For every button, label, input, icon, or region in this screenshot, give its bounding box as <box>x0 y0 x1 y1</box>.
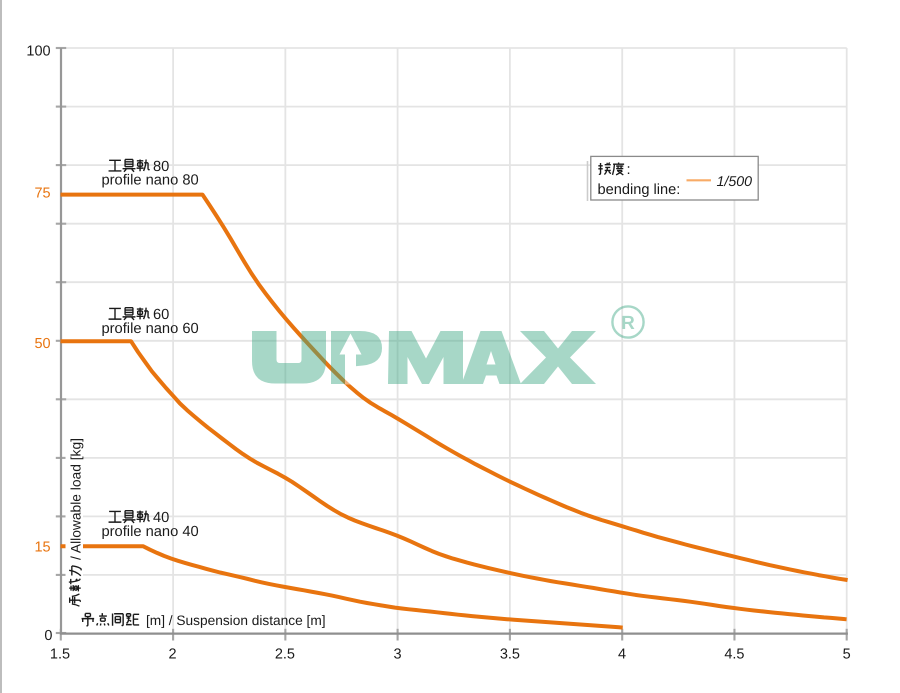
svg-text:profile nano 60: profile nano 60 <box>102 321 199 337</box>
svg-text:1/500: 1/500 <box>717 174 753 190</box>
svg-text:75: 75 <box>34 186 50 202</box>
svg-text:0: 0 <box>44 628 52 644</box>
svg-text:80: 80 <box>153 159 169 175</box>
svg-text:50: 50 <box>34 336 50 352</box>
svg-text:4.5: 4.5 <box>724 646 744 662</box>
svg-text:2.5: 2.5 <box>275 646 295 662</box>
svg-text:2: 2 <box>169 646 177 662</box>
svg-text:/ Allowable load [kg]: / Allowable load [kg] <box>69 438 84 560</box>
svg-text:100: 100 <box>26 44 50 60</box>
svg-text:5: 5 <box>843 646 851 662</box>
svg-text:profile nano 40: profile nano 40 <box>102 524 199 540</box>
svg-text::: : <box>627 162 631 178</box>
svg-text:4: 4 <box>618 646 626 662</box>
svg-text:15: 15 <box>34 539 50 555</box>
svg-text:[m] / Suspension distance [m]: [m] / Suspension distance [m] <box>146 613 326 628</box>
svg-text:3: 3 <box>394 646 402 662</box>
svg-text:profile nano 80: profile nano 80 <box>102 173 199 189</box>
svg-text:1.5: 1.5 <box>50 646 70 662</box>
svg-text:3.5: 3.5 <box>500 646 520 662</box>
svg-text:R: R <box>621 313 635 334</box>
svg-text:40: 40 <box>153 510 169 526</box>
svg-text:bending line:: bending line: <box>598 182 681 198</box>
svg-text:60: 60 <box>153 307 169 323</box>
